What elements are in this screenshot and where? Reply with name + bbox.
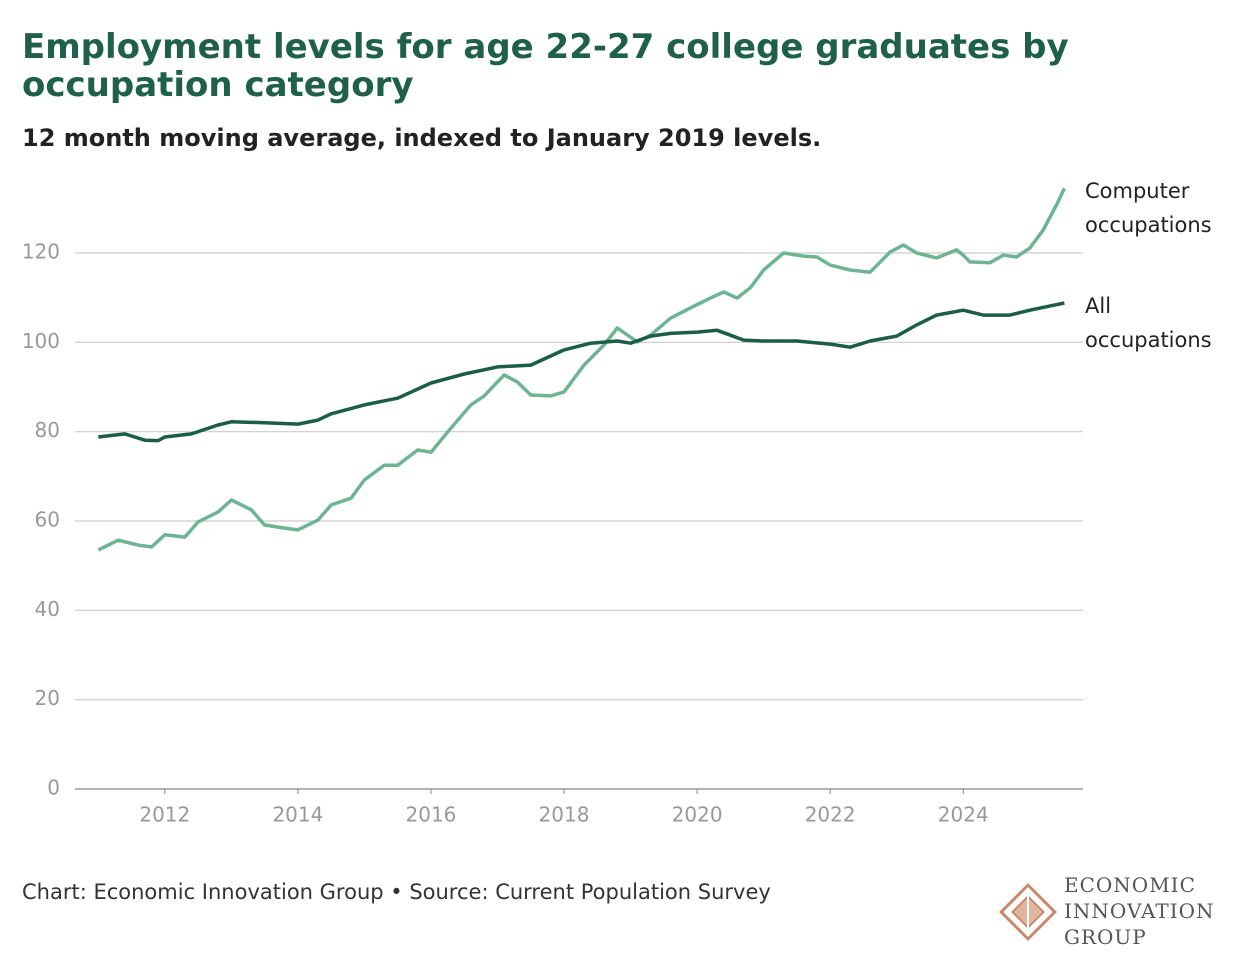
series-line — [98, 301, 1065, 443]
x-tick-label: 2024 — [938, 803, 989, 827]
chart-subtitle: 12 month moving average, indexed to Janu… — [22, 124, 822, 152]
x-tick-label: 2014 — [272, 803, 323, 827]
source-note: Chart: Economic Innovation Group • Sourc… — [22, 880, 771, 904]
series-label: All occupations — [1085, 294, 1212, 353]
x-tick-label: 2020 — [672, 803, 723, 827]
logo-line: ECONOMIC — [1064, 873, 1196, 897]
logo-text: ECONOMIC INNOVATION GROUP — [1064, 872, 1215, 950]
y-tick-label: 120 — [22, 240, 60, 264]
logo-line: GROUP — [1064, 925, 1147, 949]
y-tick-label: 80 — [35, 418, 60, 442]
series-line — [97, 187, 1066, 552]
y-tick-label: 40 — [35, 597, 60, 621]
logo-line: INNOVATION — [1064, 899, 1215, 923]
x-tick-label: 2022 — [805, 803, 856, 827]
series-label: Computer occupations — [1085, 179, 1212, 238]
y-tick-label: 20 — [35, 686, 60, 710]
x-tick-label: 2012 — [139, 803, 190, 827]
logo-mark — [999, 883, 1057, 941]
y-tick-label: 100 — [22, 329, 60, 353]
y-tick-label: 60 — [35, 508, 60, 532]
x-tick-label: 2016 — [406, 803, 457, 827]
y-tick-label: 0 — [47, 776, 60, 800]
chart-title: Employment levels for age 22-27 college … — [22, 27, 1069, 105]
x-tick-label: 2018 — [539, 803, 590, 827]
